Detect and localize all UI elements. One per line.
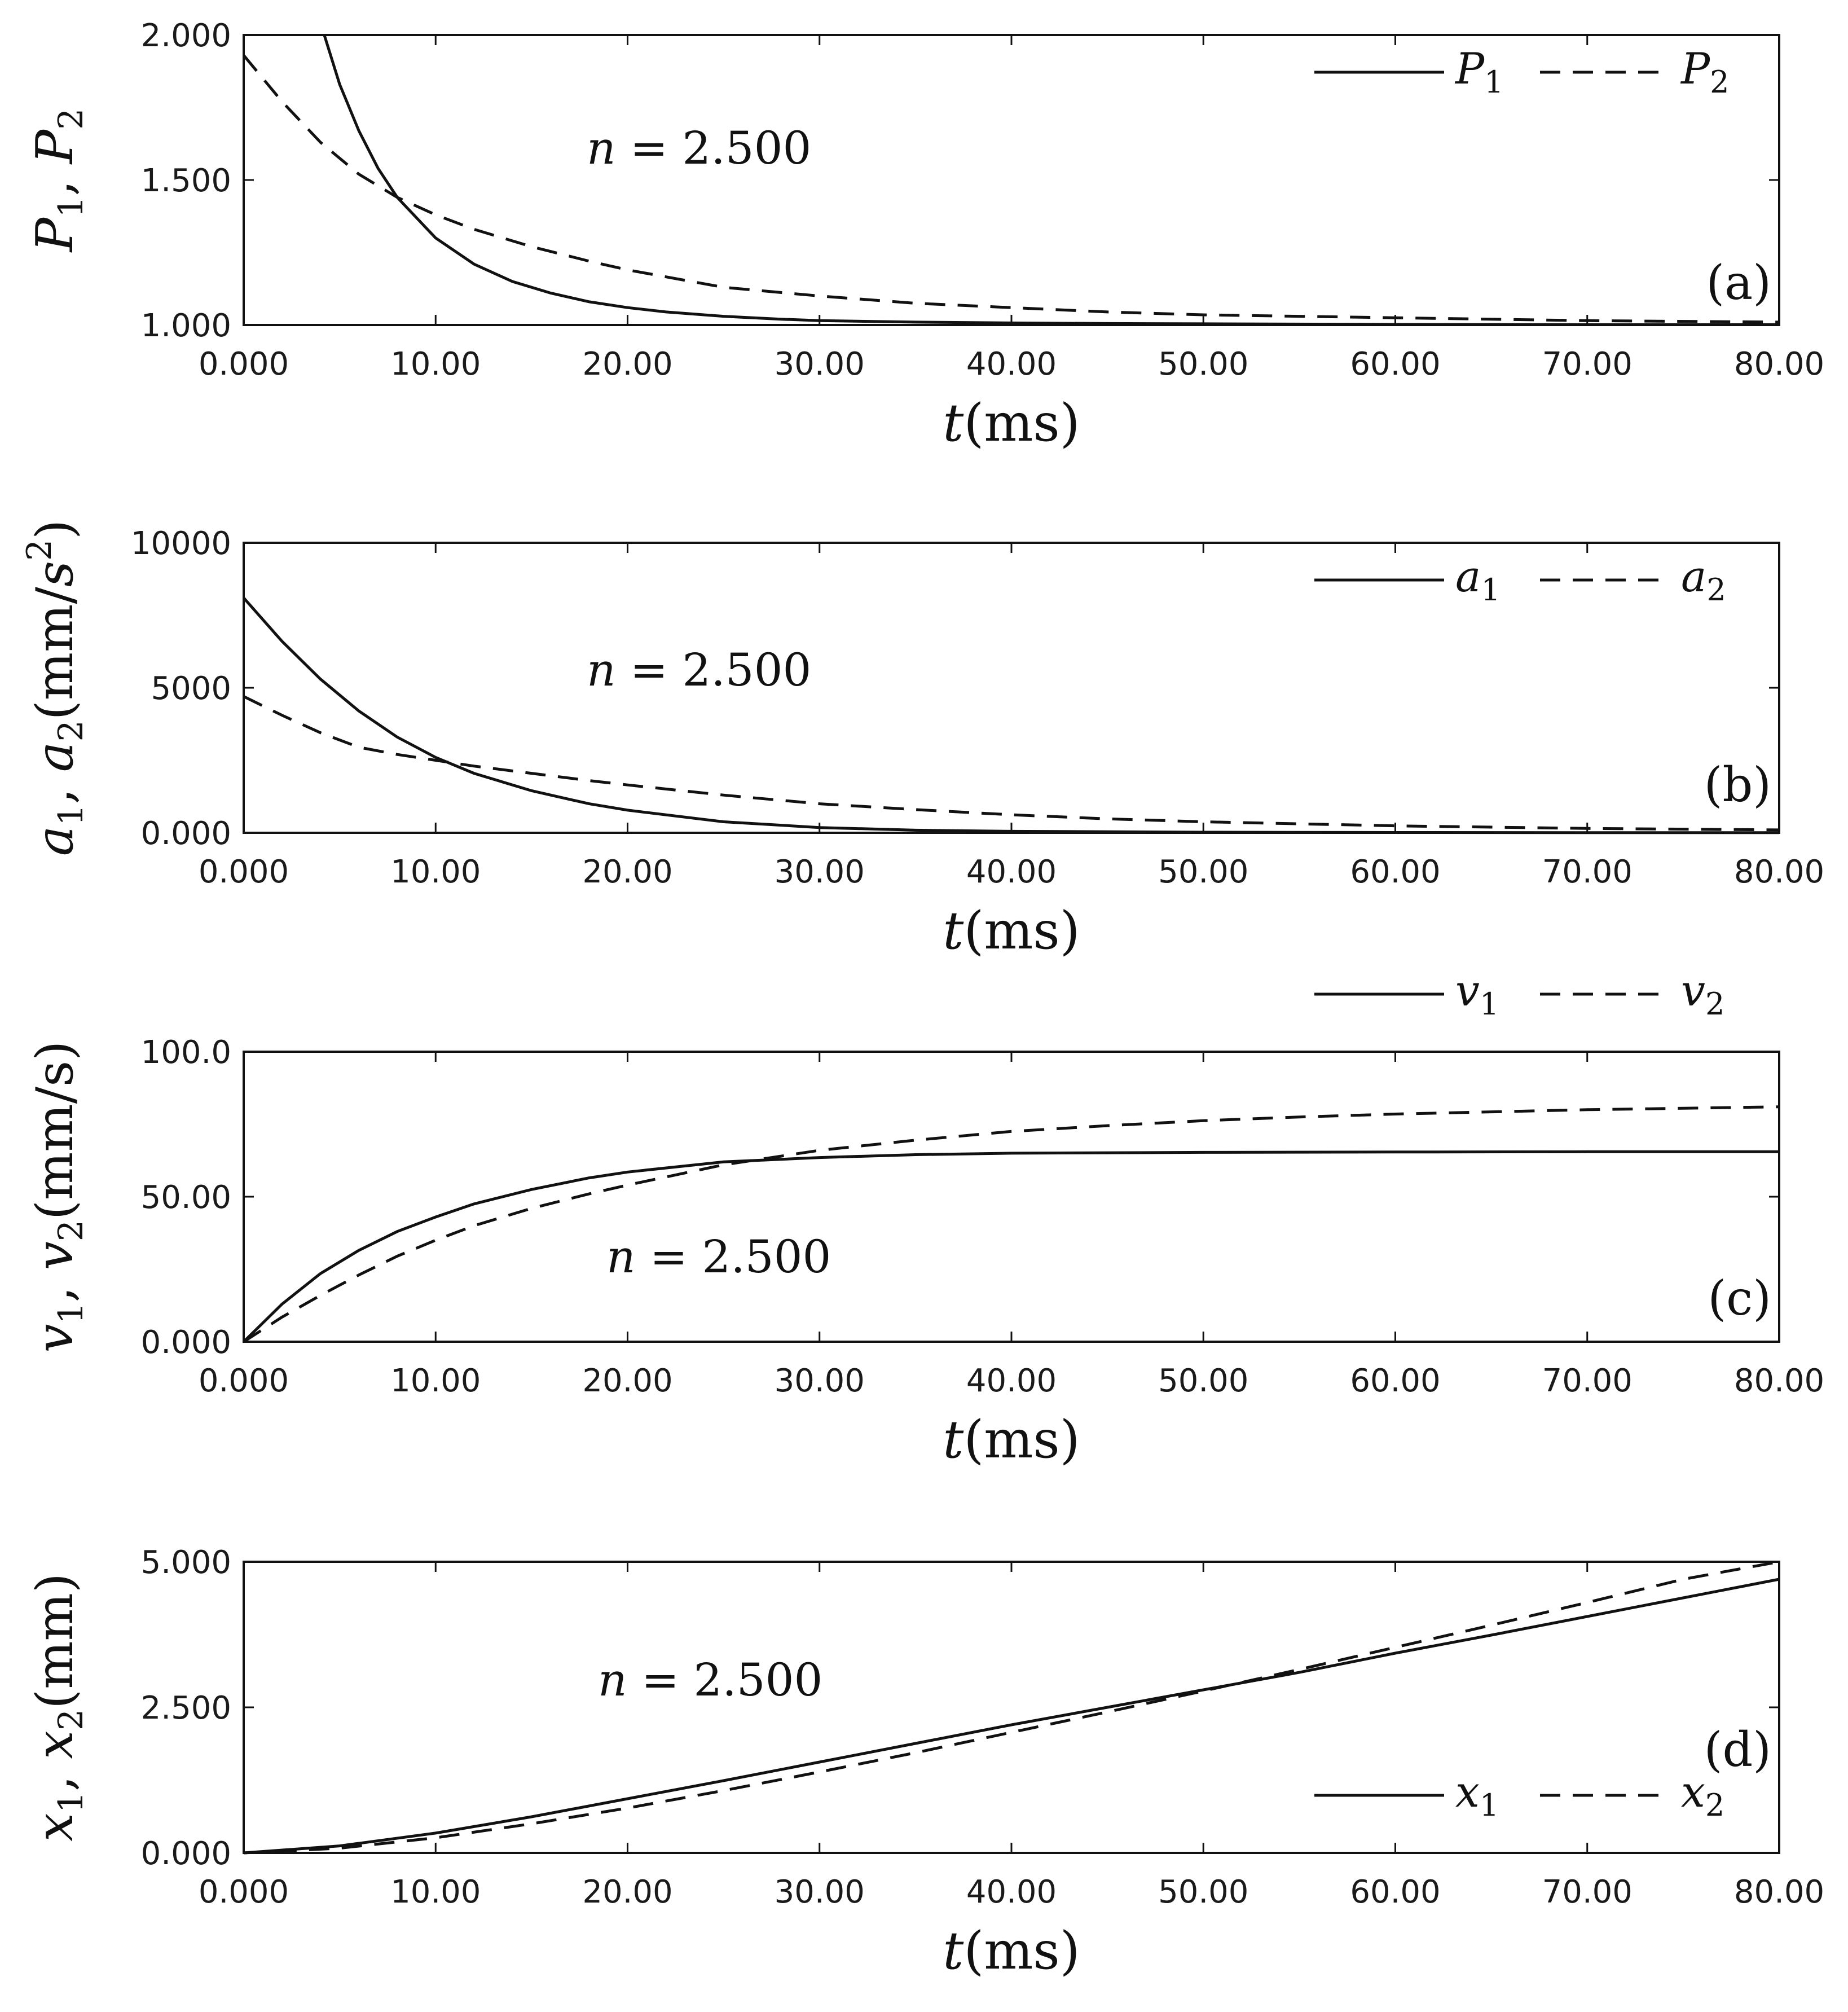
panel-label: (a): [1706, 255, 1771, 310]
y-axis-label: v1, v2(mm/s): [25, 1041, 91, 1353]
plot-frame: [243, 1051, 1780, 1343]
y-tick-label: 50.00: [141, 1179, 231, 1216]
y-tick-label: 5.000: [141, 1544, 231, 1581]
x-tick-label: 30.00: [775, 1363, 865, 1399]
x-tick-label: 30.00: [775, 1874, 865, 1910]
y-tick-label: 0.000: [141, 815, 231, 852]
x-tick-label: 0.000: [199, 346, 289, 383]
x-tick-label: 40.00: [966, 1874, 1057, 1910]
series-1-line: [323, 34, 1779, 326]
x-tick-label: 0.000: [199, 854, 289, 890]
y-tick-label: 2.500: [141, 1690, 231, 1727]
x-tick-label: 50.00: [1158, 1363, 1248, 1399]
x-tick-label: 80.00: [1734, 854, 1824, 890]
x-tick-label: 30.00: [775, 346, 865, 383]
series-1-line: [243, 1150, 1779, 1343]
plot-frame: [243, 542, 1780, 834]
x-tick-label: 10.00: [390, 854, 481, 890]
series-2-line: [243, 1560, 1780, 1855]
x-tick-label: 80.00: [1734, 1874, 1824, 1910]
x-tick-label: 20.00: [582, 1363, 672, 1399]
legend-label-2: x2: [1681, 1767, 1724, 1823]
x-tick-label: 0.000: [199, 1874, 289, 1910]
x-tick-label: 20.00: [582, 346, 672, 383]
panel-label: (b): [1704, 757, 1771, 812]
parameter-annotation: n = 2.500: [598, 1654, 822, 1706]
parameter-annotation: n = 2.500: [587, 122, 811, 174]
legend-label-1: a1: [1455, 551, 1501, 608]
legend-label-1: x1: [1455, 1767, 1499, 1823]
x-tick-label: 20.00: [582, 1874, 672, 1910]
y-tick-label: 100.0: [141, 1034, 231, 1071]
x-axis-label: t(ms): [943, 1921, 1080, 1981]
x-tick-label: 10.00: [390, 1363, 481, 1399]
legend-label-1: P1: [1454, 43, 1504, 100]
x-tick-label: 50.00: [1158, 1874, 1248, 1910]
plot-frame: [243, 1561, 1780, 1854]
x-tick-label: 70.00: [1542, 854, 1633, 890]
chart-panel-a: 0.000 10.00 20.00 30.00 40.00 50.00 60.00 70.00…: [25, 17, 1824, 453]
x-tick-label: 0.000: [199, 1363, 289, 1399]
x-tick-label: 60.00: [1350, 854, 1440, 890]
panel-label: (d): [1704, 1722, 1771, 1777]
legend-label-2: a2: [1681, 551, 1726, 608]
x-tick-label: 40.00: [966, 346, 1057, 383]
y-tick-label: 0.000: [141, 1835, 231, 1872]
legend-label-2: P2: [1680, 43, 1730, 100]
series-1-line: [243, 1578, 1780, 1855]
x-tick-label: 50.00: [1158, 346, 1248, 383]
y-axis-label: a1, a2(mm/s2): [20, 520, 91, 856]
x-tick-label: 80.00: [1734, 346, 1824, 383]
x-tick-label: 30.00: [775, 854, 865, 890]
x-tick-label: 70.00: [1542, 1874, 1633, 1910]
x-axis-label: t(ms): [943, 393, 1080, 453]
x-axis-label: t(ms): [943, 1409, 1080, 1470]
x-tick-label: 70.00: [1542, 1363, 1633, 1399]
x-tick-label: 60.00: [1350, 1363, 1440, 1399]
plot-frame: [243, 34, 1780, 326]
x-tick-label: 80.00: [1734, 1363, 1824, 1399]
series-1-line: [243, 597, 1780, 834]
chart-panel-d: 0.000 10.00 20.00 30.00 40.00 50.00 60.00 70.00…: [25, 1544, 1824, 1981]
y-tick-label: 0.000: [141, 1324, 231, 1361]
x-tick-label: 20.00: [582, 854, 672, 890]
series-2-line: [243, 1105, 1780, 1343]
panel-label: (c): [1708, 1271, 1771, 1326]
parameter-annotation: n = 2.500: [587, 644, 811, 696]
legend-label-2: v2: [1681, 965, 1724, 1022]
parameter-annotation: n = 2.500: [606, 1231, 831, 1283]
y-axis-label: P1, P2: [25, 108, 91, 253]
x-tick-label: 50.00: [1158, 854, 1248, 890]
y-tick-label: 10000: [131, 525, 231, 562]
legend-label-1: v1: [1455, 965, 1499, 1022]
y-tick-label: 5000: [151, 670, 231, 707]
y-tick-label: 1.000: [141, 307, 231, 344]
chart-panel-c: 0.000 10.00 20.00 30.00 40.00 50.00 60.00 70.00…: [25, 965, 1824, 1470]
x-tick-label: 60.00: [1350, 1874, 1440, 1910]
y-tick-label: 2.000: [141, 17, 231, 54]
x-tick-label: 60.00: [1350, 346, 1440, 383]
x-tick-label: 70.00: [1542, 346, 1633, 383]
x-tick-label: 10.00: [390, 1874, 481, 1910]
y-tick-label: 1.500: [141, 162, 231, 199]
series-2-line: [243, 695, 1780, 832]
x-tick-label: 40.00: [966, 854, 1057, 890]
x-tick-label: 40.00: [966, 1363, 1057, 1399]
series-2-line: [243, 54, 1780, 324]
x-axis-label: t(ms): [943, 900, 1080, 961]
y-axis-label: x1, x2(mm): [25, 1573, 91, 1842]
x-tick-label: 10.00: [390, 346, 481, 383]
chart-panel-b: 0.000 10.00 20.00 30.00 40.00 50.00 60.00 70.00…: [20, 520, 1824, 961]
